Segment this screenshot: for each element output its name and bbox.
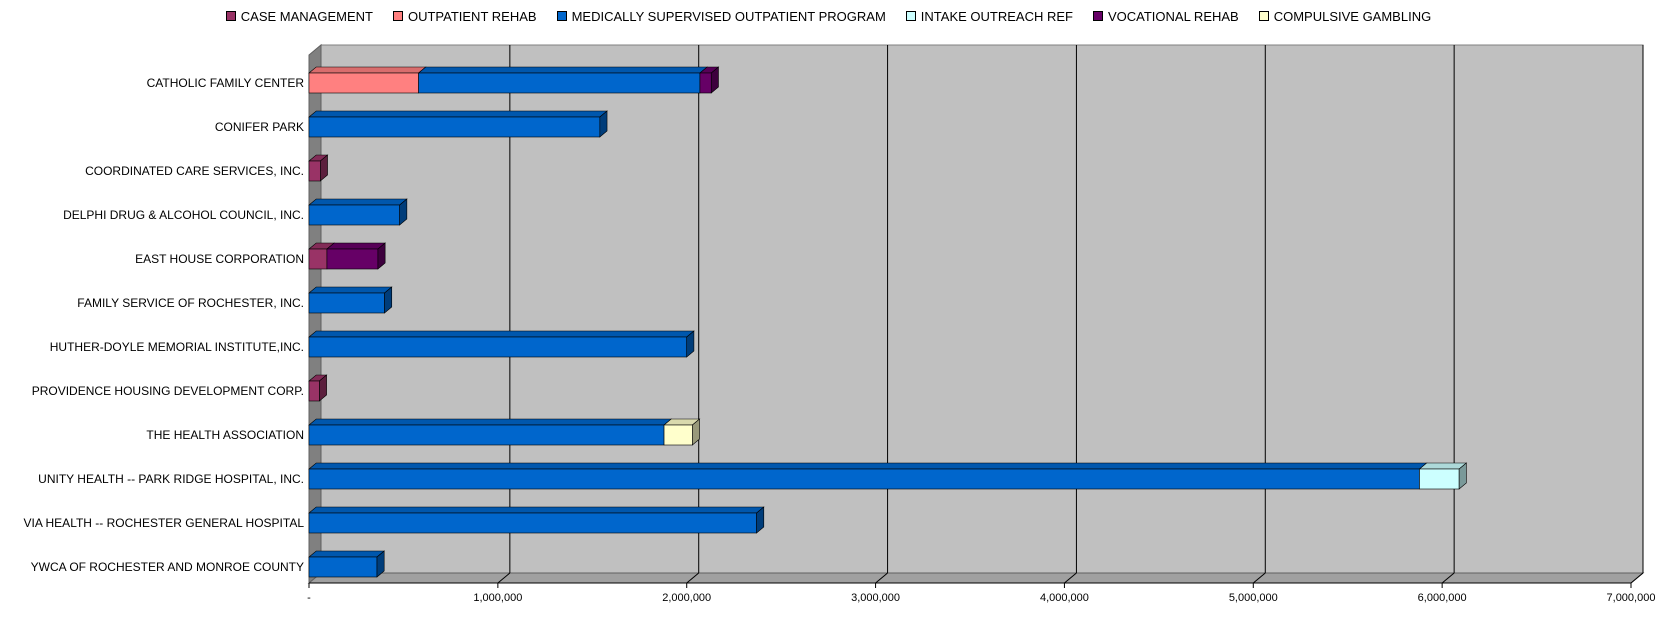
legend-label: MEDICALLY SUPERVISED OUTPATIENT PROGRAM [571, 8, 886, 24]
bar-segment [308, 380, 320, 402]
bar-end [686, 330, 695, 358]
bar-segment [308, 248, 328, 270]
gridline [875, 572, 888, 584]
bar-segment [308, 556, 378, 578]
bar-top [326, 242, 386, 250]
x-tick-label: 2,000,000 [662, 592, 711, 604]
legend-item: MEDICALLY SUPERVISED OUTPATIENT PROGRAM [556, 6, 886, 26]
legend-item: OUTPATIENT REHAB [392, 6, 537, 26]
bar-segment [308, 204, 400, 226]
category-label: YWCA OF ROCHESTER AND MONROE COUNTY [31, 560, 304, 574]
bar-segment [418, 72, 701, 94]
bar-end [1458, 462, 1467, 490]
legend: CASE MANAGEMENT OUTPATIENT REHAB MEDICALLY… [0, 6, 1677, 26]
legend-swatch [392, 11, 403, 21]
legend-swatch [1258, 11, 1269, 21]
category-label: HUTHER-DOYLE MEMORIAL INSTITUTE,INC. [50, 340, 304, 354]
gridline [1064, 572, 1077, 584]
bar-end [319, 374, 327, 402]
x-tick-label: 6,000,000 [1418, 592, 1467, 604]
bar-segment [308, 72, 419, 94]
bar-segment [308, 468, 1420, 490]
bar-top [308, 418, 673, 426]
bar-end [376, 550, 385, 578]
category-label: CATHOLIC FAMILY CENTER [147, 76, 305, 90]
bar-segment [663, 424, 693, 446]
legend-swatch [1092, 11, 1103, 21]
bar-top [308, 286, 393, 294]
legend-item: COMPULSIVE GAMBLING [1258, 6, 1432, 26]
bar-segment [699, 72, 712, 94]
legend-item: INTAKE OUTREACH REF [905, 6, 1073, 26]
x-tick-label: 7,000,000 [1607, 592, 1656, 604]
bar-end [692, 418, 700, 446]
legend-item: VOCATIONAL REHAB [1092, 6, 1239, 26]
bar-top [308, 66, 427, 74]
gridline [686, 572, 700, 584]
bar-end [377, 242, 386, 270]
legend-label: COMPULSIVE GAMBLING [1273, 8, 1432, 24]
category-label: CONIFER PARK [215, 120, 304, 134]
bar-end [599, 110, 608, 138]
category-label: VIA HEALTH -- ROCHESTER GENERAL HOSPITAL [24, 516, 305, 530]
gridline [1630, 572, 1644, 584]
bar-top [308, 550, 386, 558]
category-label: EAST HOUSE CORPORATION [135, 252, 304, 266]
gridline [497, 572, 511, 584]
bar-top [308, 198, 408, 206]
bar-segment [308, 160, 321, 182]
legend-swatch [225, 11, 236, 21]
bar-segment [1419, 468, 1460, 490]
gridline [1252, 572, 1266, 584]
bar-end [756, 506, 765, 534]
bar-top [308, 110, 608, 118]
category-label: FAMILY SERVICE OF ROCHESTER, INC. [77, 296, 304, 310]
bar-top [308, 330, 695, 338]
x-tick-label: 5,000,000 [1229, 592, 1278, 604]
bar-segment [308, 512, 757, 534]
plot-floor [307, 572, 1645, 584]
bar-segment [308, 292, 385, 314]
bar-end [320, 154, 328, 182]
bar-end [384, 286, 393, 314]
bar-segment [326, 248, 379, 270]
legend-label: OUTPATIENT REHAB [407, 8, 537, 24]
category-label: UNITY HEALTH -- PARK RIDGE HOSPITAL, INC… [38, 472, 304, 486]
category-label: COORDINATED CARE SERVICES, INC. [85, 164, 304, 178]
bar-top [308, 506, 765, 514]
legend-label: CASE MANAGEMENT [240, 8, 373, 24]
legend-swatch [905, 11, 916, 21]
x-tick-label: 4,000,000 [1040, 592, 1089, 604]
bar-segment [308, 116, 601, 138]
gridline [1441, 572, 1455, 584]
bar-segment [308, 336, 688, 358]
legend-item: CASE MANAGEMENT [225, 6, 373, 26]
legend-label: INTAKE OUTREACH REF [920, 8, 1073, 24]
category-label: DELPHI DRUG & ALCOHOL COUNCIL, INC. [63, 208, 304, 222]
bar-end [399, 198, 408, 226]
bar-end [710, 66, 719, 94]
bar-top [308, 462, 1428, 470]
category-label: THE HEALTH ASSOCIATION [146, 428, 304, 442]
legend-label: VOCATIONAL REHAB [1107, 8, 1239, 24]
category-label: PROVIDENCE HOUSING DEVELOPMENT CORP. [32, 384, 304, 398]
x-tick-label: 3,000,000 [851, 592, 900, 604]
x-tick-label: 1,000,000 [473, 592, 522, 604]
bar-top [417, 66, 708, 74]
bar-segment [308, 424, 665, 446]
x-tick-label: - [307, 592, 311, 604]
legend-swatch [556, 11, 567, 21]
bar-top [1418, 462, 1468, 470]
